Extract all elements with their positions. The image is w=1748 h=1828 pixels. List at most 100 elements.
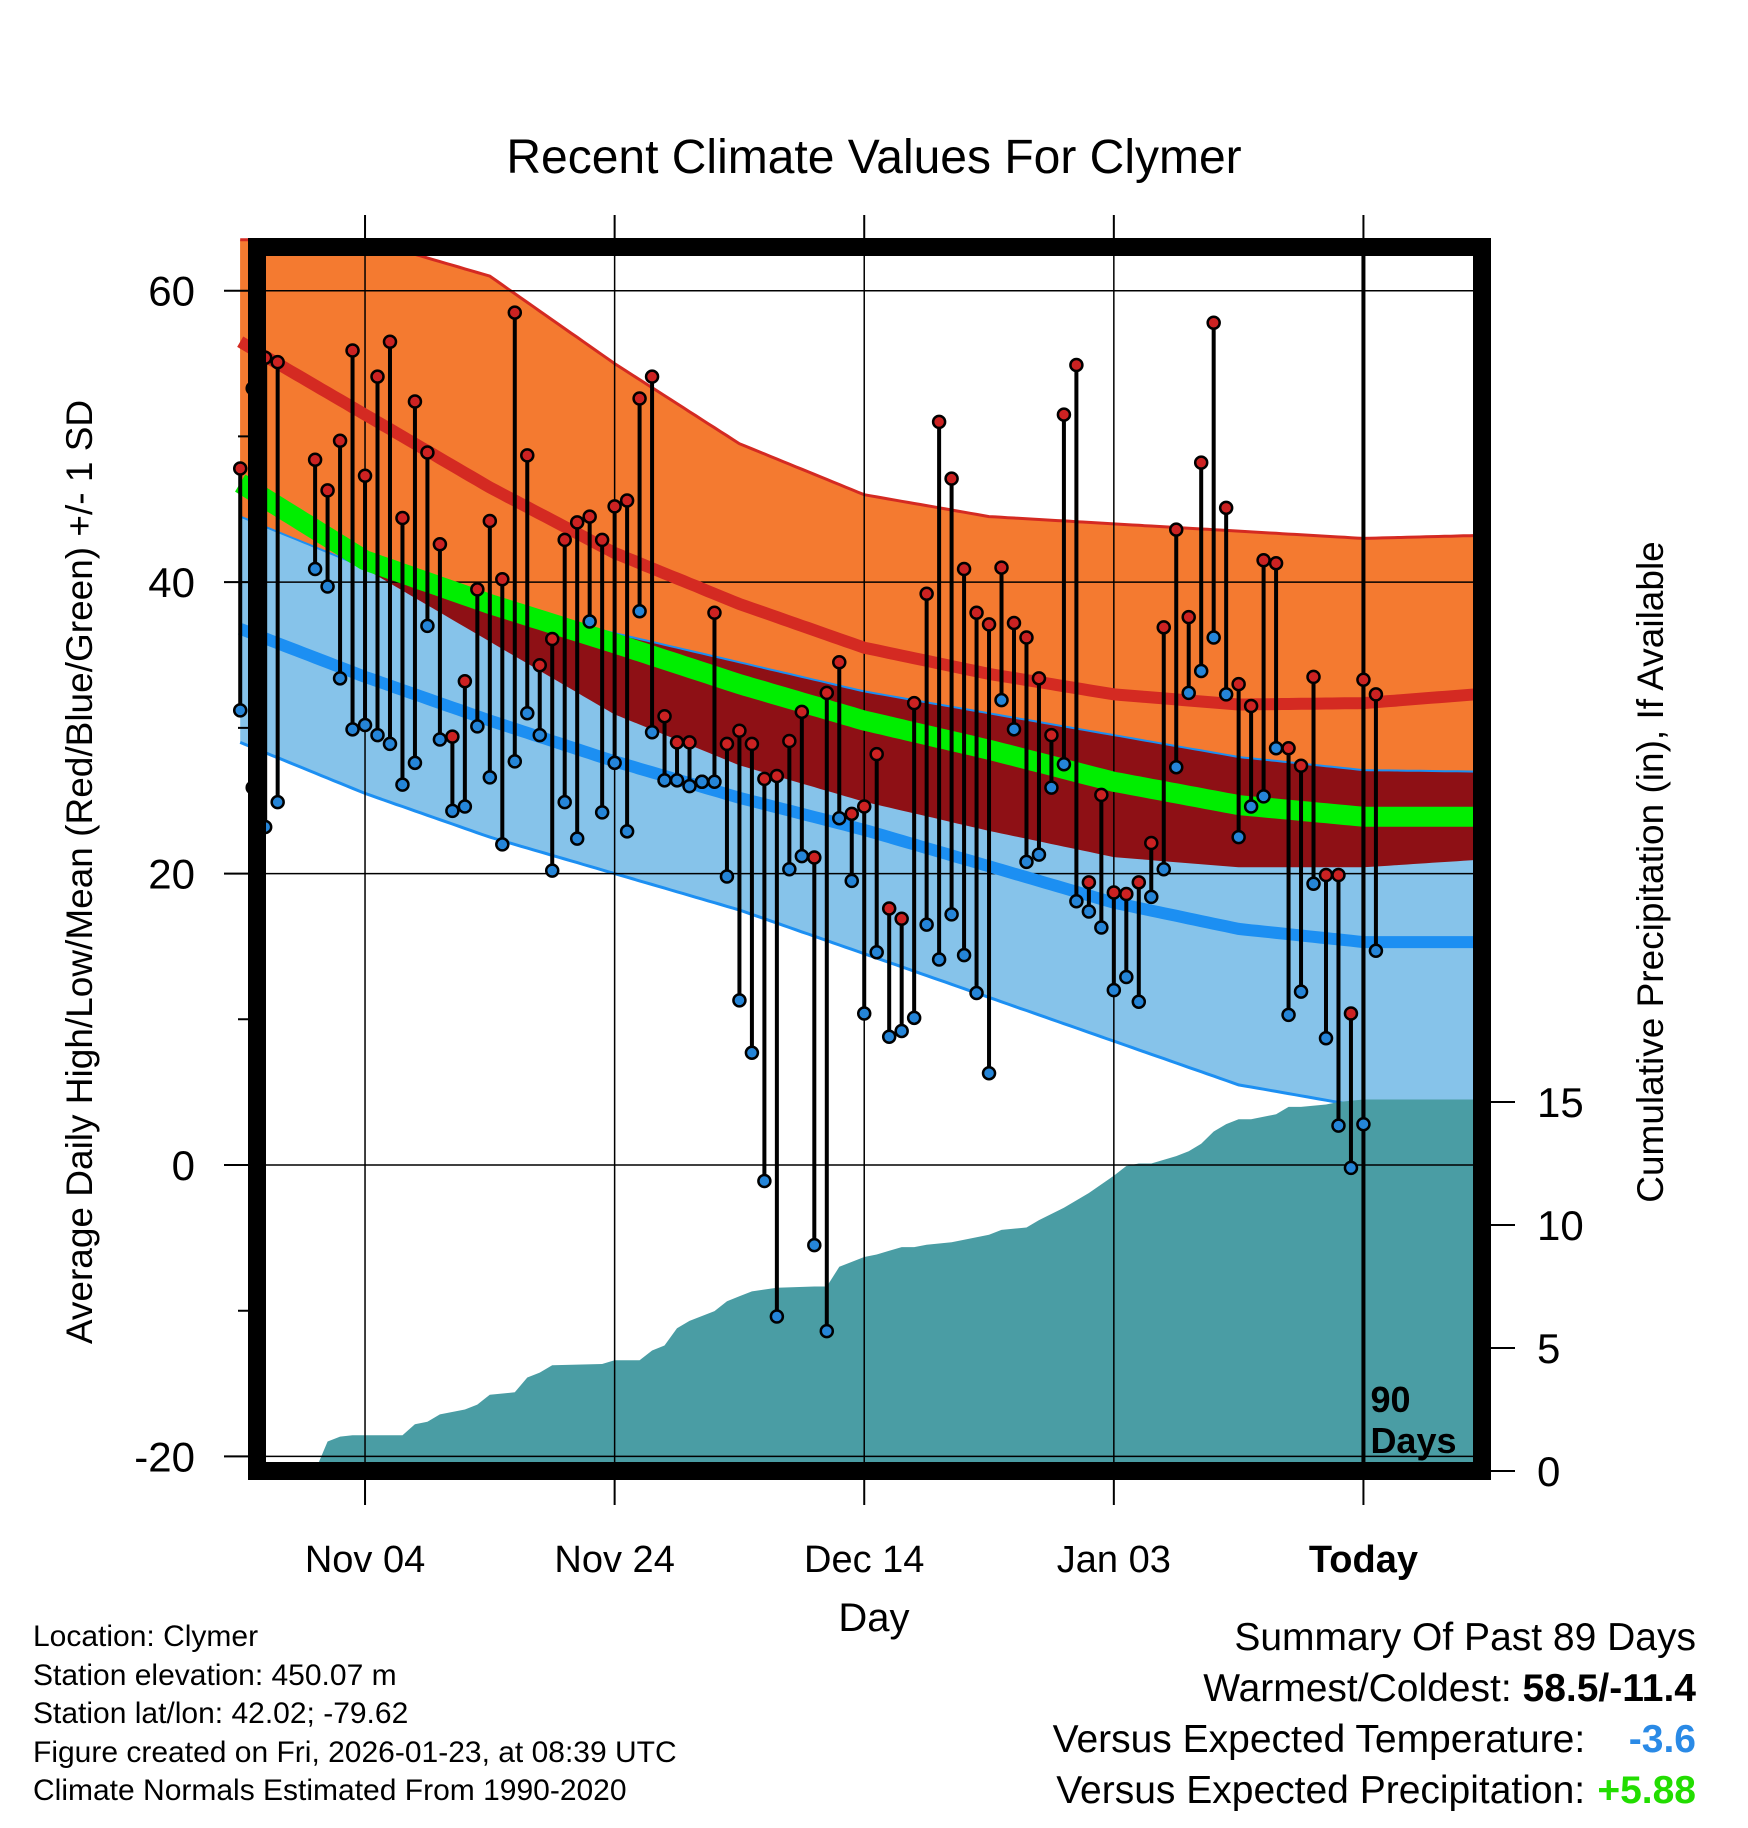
daily-low-point	[1318, 1030, 1334, 1046]
chart-title: Recent Climate Values For Clymer	[506, 131, 1241, 184]
daily-low-point	[495, 837, 510, 852]
daily-high-point	[757, 771, 772, 787]
daily-low-point	[832, 810, 847, 826]
daily-high-point	[420, 445, 435, 460]
y2-tick-label: 10	[1537, 1202, 1584, 1249]
daily-high-point	[445, 729, 460, 744]
daily-low-point	[1356, 1116, 1371, 1132]
daily-low-point	[856, 1006, 872, 1021]
today-days-number: 90	[1370, 1379, 1410, 1420]
daily-low-point	[1181, 685, 1196, 701]
daily-low-point	[906, 1010, 922, 1026]
daily-high-point	[544, 631, 560, 647]
daily-low-point	[782, 861, 797, 877]
y2-tick-label: 5	[1537, 1325, 1560, 1372]
daily-high-point	[844, 806, 860, 822]
y-tick-label: 40	[148, 559, 195, 606]
daily-low-point	[1156, 861, 1172, 877]
daily-high-point	[569, 515, 585, 530]
daily-high-point	[594, 532, 610, 548]
temp-anomaly-row: Versus Expected Temperature: -3.6	[1053, 1714, 1696, 1765]
daily-low-point	[881, 1029, 897, 1045]
daily-low-point	[432, 732, 448, 747]
daily-high-point	[1231, 676, 1246, 692]
daily-high-point	[1331, 867, 1346, 883]
daily-high-point	[382, 334, 398, 349]
daily-high-point	[345, 343, 360, 358]
daily-high-point	[1081, 875, 1097, 890]
daily-high-point	[856, 799, 872, 814]
x-tick-label: Today	[1309, 1539, 1418, 1581]
y2-tick-label: 15	[1537, 1079, 1584, 1126]
daily-high-point	[906, 695, 922, 711]
daily-high-point	[1006, 615, 1022, 631]
daily-high-point	[1131, 875, 1147, 890]
daily-high-point	[582, 509, 597, 524]
daily-low-point	[1231, 829, 1246, 845]
daily-low-point	[569, 831, 585, 846]
daily-high-point	[482, 513, 498, 529]
daily-low-point	[1069, 894, 1084, 909]
daily-low-point	[482, 770, 498, 785]
daily-low-point	[1094, 920, 1109, 935]
daily-high-point	[794, 704, 810, 720]
daily-low-point	[1256, 789, 1271, 804]
daily-low-point	[1343, 1160, 1359, 1176]
daily-low-point	[1243, 799, 1259, 814]
daily-low-point	[1206, 630, 1221, 645]
daily-high-point	[819, 685, 835, 701]
daily-low-point	[607, 755, 622, 771]
daily-low-point	[919, 917, 934, 932]
daily-high-point	[407, 394, 423, 409]
daily-low-point	[1031, 847, 1047, 862]
daily-low-point	[532, 727, 547, 743]
daily-high-point	[1243, 698, 1259, 714]
daily-high-point	[307, 452, 323, 467]
daily-high-point	[1268, 555, 1284, 571]
daily-low-point	[382, 736, 398, 752]
high-normal-line	[237, 336, 1477, 711]
daily-high-point	[270, 354, 285, 370]
summary-panel: Summary Of Past 89 Days Warmest/Coldest:…	[1053, 1612, 1696, 1816]
x-axis-label: Day	[838, 1596, 909, 1640]
high-sd-band-upper	[240, 239, 1476, 772]
daily-low-point	[370, 727, 385, 743]
daily-low-point	[1193, 663, 1209, 679]
daily-high-point	[869, 746, 884, 762]
daily-low-point	[994, 692, 1009, 708]
daily-low-point	[582, 614, 597, 629]
daily-low-point	[307, 561, 323, 577]
daily-low-point	[669, 773, 685, 788]
daily-low-point	[682, 778, 697, 794]
temp-anomaly-label: Versus Expected Temperature:	[1052, 1718, 1586, 1761]
daily-high-point	[944, 471, 959, 486]
high-plus-sd-edge	[240, 238, 1476, 540]
daily-high-point	[607, 499, 622, 514]
daily-low-point	[470, 719, 485, 734]
daily-low-point	[1131, 994, 1147, 1010]
daily-low-point	[981, 1065, 997, 1081]
daily-high-point	[1019, 630, 1034, 645]
daily-low-point	[956, 947, 972, 963]
daily-low-point	[969, 985, 984, 1001]
daily-high-point	[1193, 455, 1209, 470]
daily-high-point	[981, 617, 997, 632]
daily-low-point	[869, 945, 884, 960]
daily-low-point	[769, 1309, 785, 1324]
x-tick-label: Nov 04	[305, 1539, 425, 1581]
low-minus-sd-edge	[239, 741, 1476, 1109]
daily-low-point	[445, 803, 460, 819]
daily-low-point	[1268, 741, 1284, 756]
daily-high-point	[457, 673, 473, 689]
daily-low-point	[1306, 876, 1321, 892]
daily-low-point	[1119, 969, 1134, 985]
daily-high-point	[1281, 741, 1296, 756]
daily-high-point	[1293, 758, 1309, 773]
daily-high-point	[732, 723, 747, 739]
daily-high-point	[931, 414, 947, 430]
daily-low-point	[1106, 982, 1122, 998]
daily-high-point	[332, 433, 348, 449]
daily-low-point	[457, 799, 473, 814]
daily-low-point	[1044, 780, 1059, 795]
x-tick-label: Jan 03	[1057, 1539, 1171, 1581]
